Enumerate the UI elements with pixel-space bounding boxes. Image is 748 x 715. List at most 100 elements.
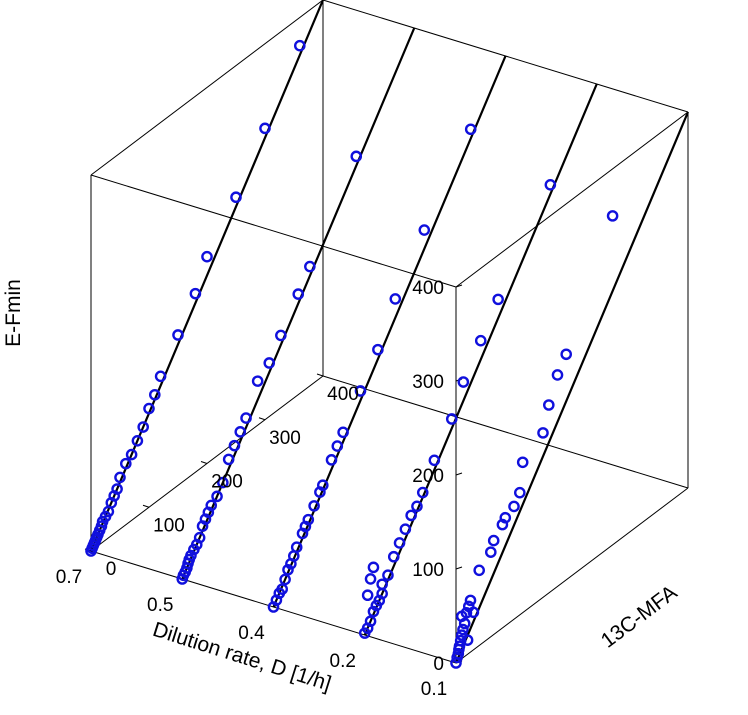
data-point bbox=[461, 634, 474, 646]
data-point bbox=[292, 288, 305, 300]
z-tick-mark bbox=[455, 566, 463, 570]
data-point bbox=[137, 421, 149, 433]
x-tick-label: 0.7 bbox=[56, 567, 82, 588]
box-edge bbox=[322, 375, 689, 489]
data-point bbox=[230, 191, 242, 204]
data-point bbox=[276, 583, 289, 595]
data-point bbox=[367, 561, 380, 574]
data-point bbox=[222, 453, 235, 466]
x-tick-label: 0.1 bbox=[421, 679, 447, 700]
x-tick-label: 0.4 bbox=[238, 623, 265, 644]
data-point bbox=[263, 357, 276, 369]
data-point bbox=[606, 210, 619, 222]
data-point bbox=[143, 402, 155, 415]
data-point bbox=[111, 483, 123, 495]
data-point bbox=[428, 454, 441, 467]
data-point bbox=[325, 454, 338, 466]
data-point bbox=[544, 178, 557, 191]
y-tick-label: 300 bbox=[269, 428, 301, 449]
data-point bbox=[185, 549, 197, 562]
box-edge bbox=[90, 174, 457, 288]
tick-labels: 0 100 200 300 400 0 100 200 300 400 0.7 0.5 0.4 0.2 0.… bbox=[56, 278, 447, 700]
data-point bbox=[473, 564, 486, 577]
data-point bbox=[457, 376, 470, 388]
data-point bbox=[234, 426, 247, 438]
data-point bbox=[364, 615, 377, 628]
diagonal-line-0.5 bbox=[363, 83, 598, 636]
data-point bbox=[361, 589, 374, 602]
data-point bbox=[484, 546, 497, 558]
data-point bbox=[367, 605, 380, 618]
data-point bbox=[464, 123, 477, 136]
data-point bbox=[376, 578, 388, 591]
data-point bbox=[259, 122, 271, 135]
data-point bbox=[508, 500, 520, 513]
data-point bbox=[302, 513, 315, 526]
z-tick-label: 0 bbox=[433, 654, 444, 675]
data-point bbox=[189, 287, 202, 300]
data-point bbox=[201, 250, 213, 263]
z-tick-mark bbox=[455, 472, 463, 476]
data-point bbox=[387, 550, 400, 563]
data-point bbox=[125, 448, 138, 461]
box-edge bbox=[455, 111, 689, 288]
data-points bbox=[85, 39, 619, 669]
data-point bbox=[372, 343, 384, 356]
data-point bbox=[290, 541, 303, 554]
data-point bbox=[279, 573, 291, 586]
data-point bbox=[131, 434, 144, 447]
y-tick-mark bbox=[258, 417, 266, 421]
data-point bbox=[308, 500, 320, 512]
data-point bbox=[537, 427, 549, 439]
data-point bbox=[316, 479, 329, 492]
data-point bbox=[514, 486, 526, 499]
data-point bbox=[516, 456, 529, 469]
data-point bbox=[411, 500, 423, 513]
axis-labels: E-Fmin Dilution rate, D [1/h] 13C-MFA bbox=[2, 279, 681, 696]
data-point bbox=[240, 412, 252, 424]
data-point bbox=[492, 293, 504, 306]
z-axis-label: E-Fmin bbox=[2, 279, 25, 347]
y-tick-mark bbox=[142, 504, 150, 508]
data-point bbox=[382, 569, 394, 582]
data-point bbox=[211, 490, 223, 503]
data-point bbox=[148, 388, 161, 401]
y-tick-label: 400 bbox=[327, 384, 359, 405]
data-point bbox=[350, 150, 363, 163]
data-point bbox=[114, 471, 126, 484]
data-point bbox=[445, 413, 458, 425]
y-tick-label: 100 bbox=[153, 515, 185, 536]
y-tick-mark bbox=[316, 373, 324, 377]
z-tick-label: 400 bbox=[412, 278, 444, 299]
data-point bbox=[120, 457, 132, 470]
data-point bbox=[551, 369, 564, 381]
data-point bbox=[487, 534, 500, 547]
data-point bbox=[331, 440, 344, 452]
data-point bbox=[282, 563, 294, 576]
data-point bbox=[405, 509, 417, 522]
data-point bbox=[205, 499, 218, 512]
z-tick-mark bbox=[455, 284, 463, 288]
data-point bbox=[389, 293, 402, 305]
data-point bbox=[416, 486, 429, 499]
data-point bbox=[499, 511, 512, 524]
data-point bbox=[453, 640, 466, 653]
data-point bbox=[154, 370, 167, 383]
y-tick-label: 0 bbox=[106, 559, 117, 580]
data-point bbox=[354, 385, 367, 397]
data-point bbox=[454, 634, 467, 647]
data-point bbox=[418, 224, 431, 236]
data-point bbox=[193, 531, 206, 544]
z-tick-label: 100 bbox=[412, 560, 444, 581]
data-point bbox=[455, 610, 468, 623]
data-point bbox=[228, 439, 241, 452]
y-axis-label: 13C-MFA bbox=[597, 581, 682, 653]
data-point bbox=[452, 647, 465, 660]
data-point bbox=[293, 39, 306, 52]
diagonal-line-0.4 bbox=[272, 55, 507, 608]
data-point bbox=[337, 426, 349, 439]
x-tick-label: 0.5 bbox=[147, 595, 173, 616]
data-point bbox=[399, 523, 412, 535]
z-tick-label: 300 bbox=[412, 372, 444, 393]
